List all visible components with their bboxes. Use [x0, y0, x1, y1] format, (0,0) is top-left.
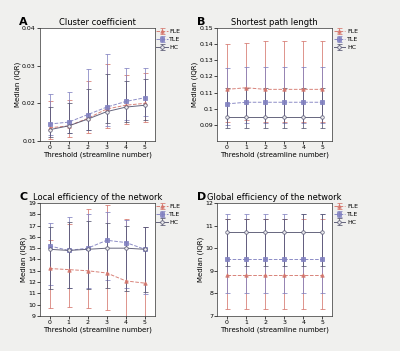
Legend: FLE, TLE, HC: FLE, TLE, HC	[156, 203, 181, 225]
X-axis label: Threshold (streamline number): Threshold (streamline number)	[220, 326, 329, 333]
Text: C: C	[19, 192, 28, 202]
Text: B: B	[197, 17, 205, 27]
Legend: FLE, TLE, HC: FLE, TLE, HC	[156, 28, 181, 51]
X-axis label: Threshold (streamline number): Threshold (streamline number)	[43, 326, 152, 333]
Text: A: A	[19, 17, 28, 27]
Title: Shortest path length: Shortest path length	[231, 18, 318, 27]
X-axis label: Threshold (streamline number): Threshold (streamline number)	[43, 152, 152, 158]
Legend: FLE, TLE, HC: FLE, TLE, HC	[333, 203, 359, 225]
Title: Local efficiency of the network: Local efficiency of the network	[32, 193, 162, 202]
Legend: FLE, TLE, HC: FLE, TLE, HC	[333, 28, 359, 51]
Text: D: D	[197, 192, 206, 202]
Y-axis label: Median (IQR): Median (IQR)	[198, 237, 204, 282]
Y-axis label: Median (IQR): Median (IQR)	[14, 62, 21, 107]
X-axis label: Threshold (streamline number): Threshold (streamline number)	[220, 152, 329, 158]
Title: Global efficiency of the network: Global efficiency of the network	[208, 193, 342, 202]
Y-axis label: Median (IQR): Median (IQR)	[192, 62, 198, 107]
Y-axis label: Median (IQR): Median (IQR)	[20, 237, 26, 282]
Title: Cluster coefficient: Cluster coefficient	[59, 18, 136, 27]
